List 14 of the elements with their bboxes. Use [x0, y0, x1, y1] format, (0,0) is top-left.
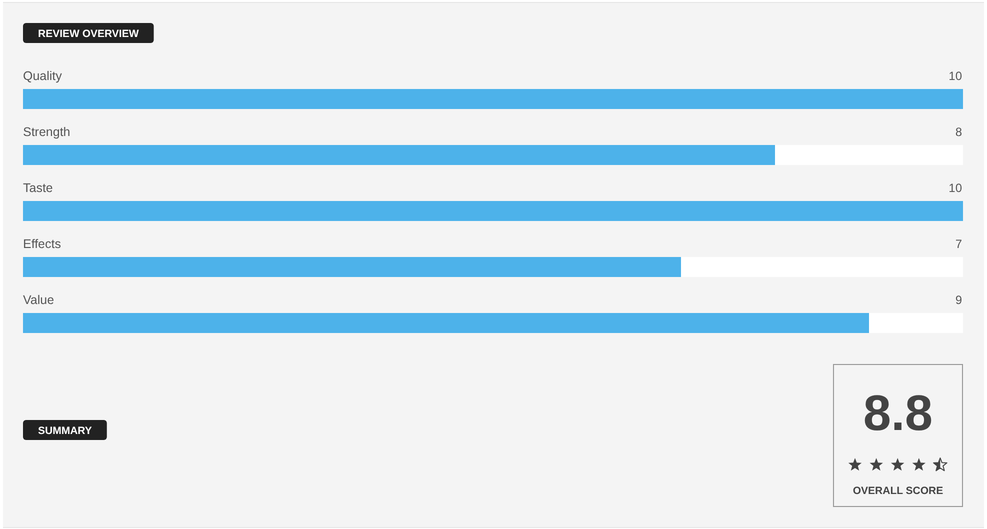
y-tick-label: Value — [23, 293, 54, 307]
y-tick-label: Strength — [23, 125, 70, 139]
text: 8.8 — [863, 385, 933, 441]
y-tick-label: Taste — [23, 181, 53, 195]
data-label: 10 — [948, 181, 962, 195]
data-label: 10 — [948, 69, 962, 83]
text: OVERALL SCORE — [852, 485, 944, 497]
y-tick-label: Effects — [23, 237, 61, 251]
y-tick-label: Quality — [23, 69, 63, 83]
chart-title: REVIEW OVERVIEW — [38, 28, 139, 40]
data-label: 8 — [955, 125, 962, 139]
data-label: 7 — [955, 237, 962, 251]
data-label: 9 — [955, 293, 962, 307]
text: SUMMARY — [38, 425, 92, 437]
